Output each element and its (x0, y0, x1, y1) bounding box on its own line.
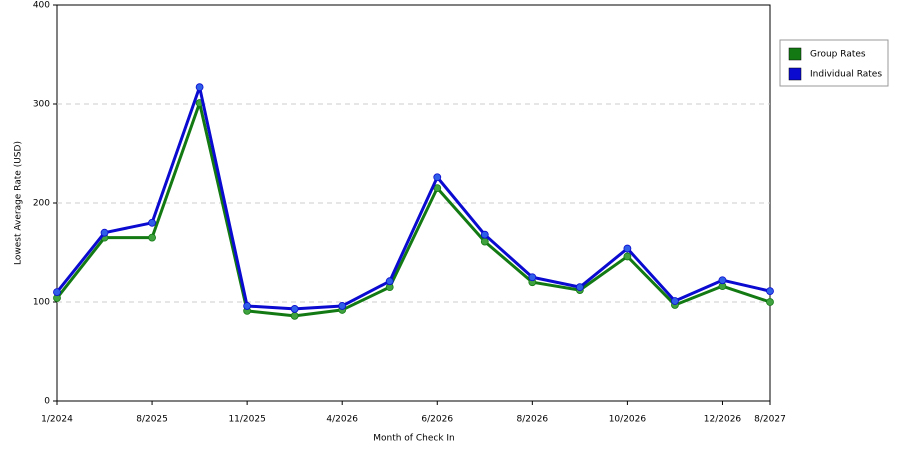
data-point (338, 302, 347, 310)
legend-label: Group Rates (810, 50, 866, 60)
y-tick-label: 200 (33, 199, 50, 209)
x-tick-label: 4/2026 (326, 415, 358, 425)
data-point (623, 252, 632, 261)
data-point (480, 237, 489, 246)
x-axis-title: Month of Check In (373, 434, 455, 444)
data-point (433, 173, 442, 182)
data-point (290, 305, 299, 313)
data-point (623, 244, 632, 253)
y-tick-label: 0 (44, 397, 50, 407)
data-point (671, 297, 679, 305)
legend-label: Individual Rates (810, 70, 882, 80)
data-point (766, 287, 774, 296)
x-tick-label: 8/2026 (516, 415, 548, 425)
data-point (53, 288, 61, 297)
data-point (243, 302, 252, 310)
data-point (100, 228, 109, 237)
y-tick-label: 400 (33, 1, 50, 11)
data-point (575, 283, 584, 292)
x-tick-label: 12/2026 (704, 415, 742, 425)
data-point (480, 230, 489, 239)
x-tick-label: 8/2027 (754, 415, 786, 425)
data-point (766, 298, 774, 306)
data-point (718, 276, 727, 285)
legend-swatch (788, 67, 802, 81)
x-tick-label: 8/2025 (136, 415, 168, 425)
x-tick-label: 6/2026 (421, 415, 453, 425)
x-tick-label: 10/2026 (609, 415, 647, 425)
y-tick-label: 300 (33, 100, 50, 110)
series-line (55, 85, 771, 311)
data-point (528, 273, 537, 282)
x-tick-label: 11/2025 (228, 415, 265, 425)
y-axis-title: Lowest Average Rate (USD) (14, 141, 24, 265)
series-line (55, 101, 771, 318)
y-tick-label: 100 (33, 298, 50, 308)
data-point (195, 83, 204, 92)
x-tick-label: 1/2024 (41, 415, 73, 425)
data-point (290, 311, 299, 320)
data-point (148, 233, 156, 242)
data-point (148, 218, 156, 227)
legend-swatch (788, 47, 802, 61)
data-point (385, 277, 394, 286)
